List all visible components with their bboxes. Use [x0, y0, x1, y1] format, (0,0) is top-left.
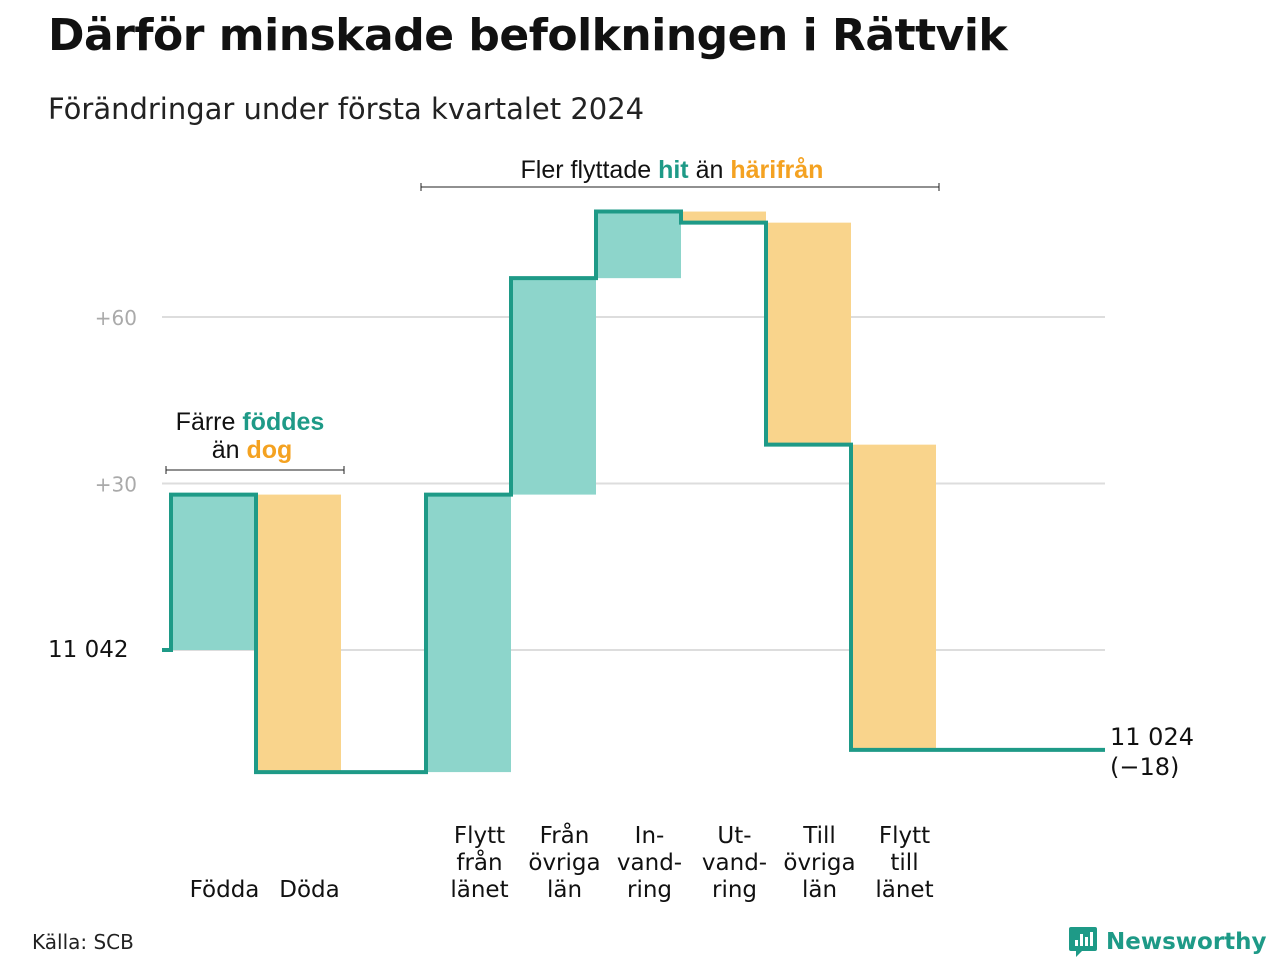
start-value-label: 11 042: [48, 637, 128, 663]
x-category-label: Födda: [190, 877, 260, 903]
births-annotation-middle: än: [212, 436, 240, 464]
x-category-label: länet: [875, 877, 933, 903]
x-category-label: från: [456, 848, 502, 876]
decrease-bar: [851, 444, 936, 750]
y-tick-label: +60: [95, 306, 137, 330]
x-axis-labels: Födda DödaFlyttfrånlänetFrånövrigalänIn-v…: [190, 821, 934, 903]
births-annotation-orange: dog: [246, 436, 292, 464]
x-category-label: ring: [712, 877, 757, 903]
newsworthy-logo-icon: [1069, 927, 1097, 957]
increase-bar: [171, 494, 256, 650]
x-category-label: län: [802, 877, 837, 903]
x-category-label: In-: [635, 823, 665, 849]
decrease-bar: [681, 211, 766, 223]
increase-bar: [511, 278, 596, 495]
moves-annotation-green: hit: [658, 156, 689, 184]
increase-bar: [596, 211, 681, 279]
x-category-label: vand-: [702, 850, 767, 876]
brand-name: Newsworthy: [1106, 929, 1267, 955]
x-category-label: till: [890, 850, 918, 876]
increase-bar: [426, 494, 511, 773]
x-category-label: Till: [802, 823, 836, 849]
x-category-label: Flytt: [879, 823, 930, 849]
bar-layer: [171, 211, 936, 773]
x-category-label: Flytt: [454, 823, 505, 849]
brand-logo[interactable]: Newsworthy: [1068, 924, 1267, 960]
x-category-label: län: [547, 877, 582, 903]
step-line-layer: [162, 209, 1105, 775]
svg-text:än dog: än dog: [212, 436, 293, 464]
cumulative-step-line: [162, 209, 1105, 775]
x-category-label: övriga: [783, 850, 855, 876]
end-value-label: 11 024: [1110, 723, 1194, 751]
svg-text:Färre föddes: Färre föddes: [176, 408, 325, 436]
end-change-label: (−18): [1110, 753, 1179, 781]
births-annotation-prefix: Färre: [176, 408, 236, 436]
moves-annotation-orange: härifrån: [730, 156, 823, 184]
x-category-label: vand-: [617, 850, 682, 876]
chart-subtitle: Förändringar under första kvartalet 2024: [48, 92, 645, 126]
births-annotation-green: föddes: [242, 408, 324, 436]
moves-annotation-prefix: Fler flyttade: [521, 156, 652, 184]
births-annotation: Färre föddes än dog: [165, 408, 345, 474]
svg-text:Fler flyttade hit: Fler flyttade hit än härifrån: [521, 156, 824, 184]
x-category-label: Döda: [279, 877, 339, 903]
moves-annotation-middle: än: [696, 156, 724, 184]
chart-title: Därför minskade befolkningen i Rättvik: [48, 10, 1008, 61]
decrease-bar: [766, 222, 851, 445]
x-category-label: ring: [627, 877, 672, 903]
moves-annotation: Fler flyttade hit än härifrån: [420, 156, 940, 191]
x-category-label: Från: [540, 821, 590, 849]
decrease-bar: [256, 494, 341, 773]
source-note: Källa: SCB: [32, 930, 134, 954]
x-category-label: Ut-: [717, 823, 751, 849]
x-category-label: länet: [450, 877, 508, 903]
y-tick-label: +30: [95, 473, 137, 497]
x-category-label: övriga: [528, 850, 600, 876]
